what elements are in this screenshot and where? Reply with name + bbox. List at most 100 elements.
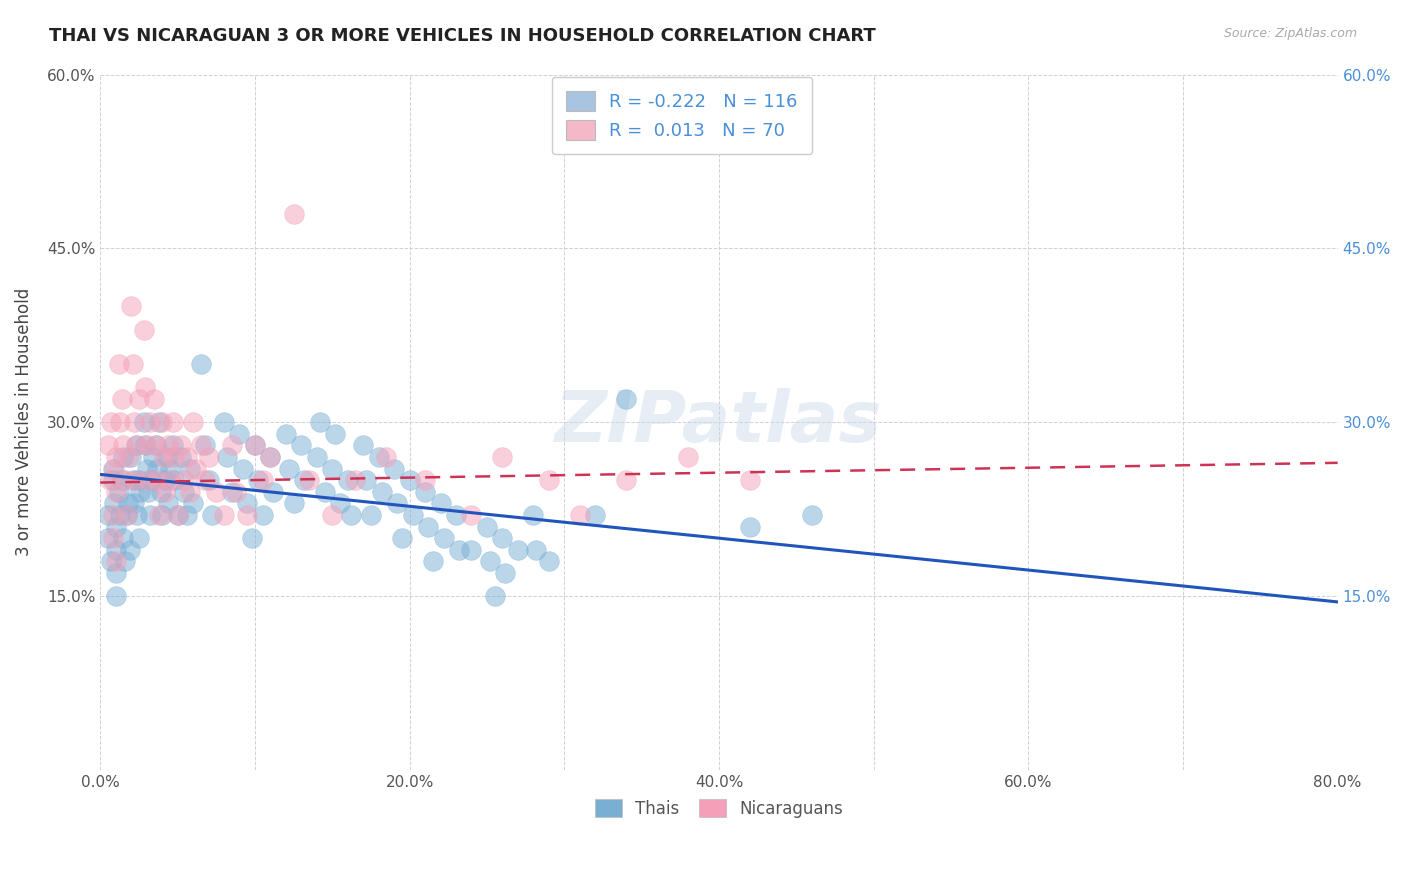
Point [205, 484, 228, 499]
Point [800, 508, 823, 522]
Point [101, 473, 124, 487]
Point [104, 519, 127, 533]
Point [117, 496, 139, 510]
Point [100, 554, 122, 568]
Point [240, 531, 263, 545]
Point [321, 508, 343, 522]
Point [128, 392, 150, 406]
Point [127, 508, 149, 522]
Point [145, 438, 167, 452]
Point [139, 415, 162, 429]
Point [115, 508, 138, 522]
Point [132, 322, 155, 336]
Point [179, 461, 201, 475]
Point [179, 484, 201, 499]
Point [290, 438, 312, 452]
Point [97, 438, 120, 452]
Point [135, 438, 157, 452]
Point [186, 461, 208, 475]
Point [146, 473, 169, 487]
Point [101, 508, 124, 522]
Point [125, 438, 148, 452]
Point [162, 438, 184, 452]
Point [391, 531, 413, 545]
Point [491, 531, 513, 545]
Point [103, 461, 125, 475]
Point [141, 473, 163, 487]
Point [232, 461, 254, 475]
Point [112, 531, 135, 545]
Point [152, 450, 174, 464]
Text: ZIPatlas: ZIPatlas [555, 388, 883, 457]
Point [120, 450, 142, 464]
Point [114, 473, 136, 487]
Point [278, 461, 301, 475]
Point [111, 392, 134, 406]
Point [429, 496, 451, 510]
Point [294, 473, 316, 487]
Point [676, 450, 699, 464]
Point [98, 473, 121, 487]
Point [738, 519, 761, 533]
Point [121, 357, 143, 371]
Point [136, 473, 159, 487]
Point [110, 508, 132, 522]
Point [124, 496, 146, 510]
Point [228, 426, 250, 441]
Point [101, 461, 124, 475]
Point [506, 542, 529, 557]
Point [433, 531, 456, 545]
Point [142, 450, 165, 464]
Point [115, 508, 138, 522]
Point [236, 508, 259, 522]
Point [259, 450, 281, 464]
Point [104, 484, 127, 499]
Point [170, 438, 193, 452]
Point [148, 415, 170, 429]
Point [101, 531, 124, 545]
Point [104, 589, 127, 603]
Point [321, 461, 343, 475]
Point [149, 484, 172, 499]
Point [112, 450, 135, 464]
Point [103, 496, 125, 510]
Point [356, 473, 378, 487]
Point [298, 473, 321, 487]
Point [128, 531, 150, 545]
Point [163, 473, 186, 487]
Point [583, 508, 606, 522]
Point [614, 473, 637, 487]
Point [97, 508, 120, 522]
Point [120, 299, 142, 313]
Point [157, 496, 180, 510]
Point [283, 496, 305, 510]
Point [143, 392, 166, 406]
Point [309, 415, 332, 429]
Point [190, 438, 212, 452]
Point [247, 473, 270, 487]
Point [125, 473, 148, 487]
Point [104, 542, 127, 557]
Point [162, 415, 184, 429]
Point [221, 438, 243, 452]
Point [259, 450, 281, 464]
Point [475, 519, 498, 533]
Point [159, 461, 181, 475]
Point [382, 461, 405, 475]
Point [134, 380, 156, 394]
Point [135, 461, 157, 475]
Point [104, 566, 127, 580]
Point [263, 484, 285, 499]
Point [484, 589, 506, 603]
Point [173, 484, 195, 499]
Point [166, 508, 188, 522]
Point [114, 554, 136, 568]
Point [108, 484, 131, 499]
Point [360, 508, 382, 522]
Point [194, 473, 217, 487]
Point [146, 461, 169, 475]
Point [136, 484, 159, 499]
Point [402, 508, 425, 522]
Point [352, 438, 374, 452]
Point [197, 450, 219, 464]
